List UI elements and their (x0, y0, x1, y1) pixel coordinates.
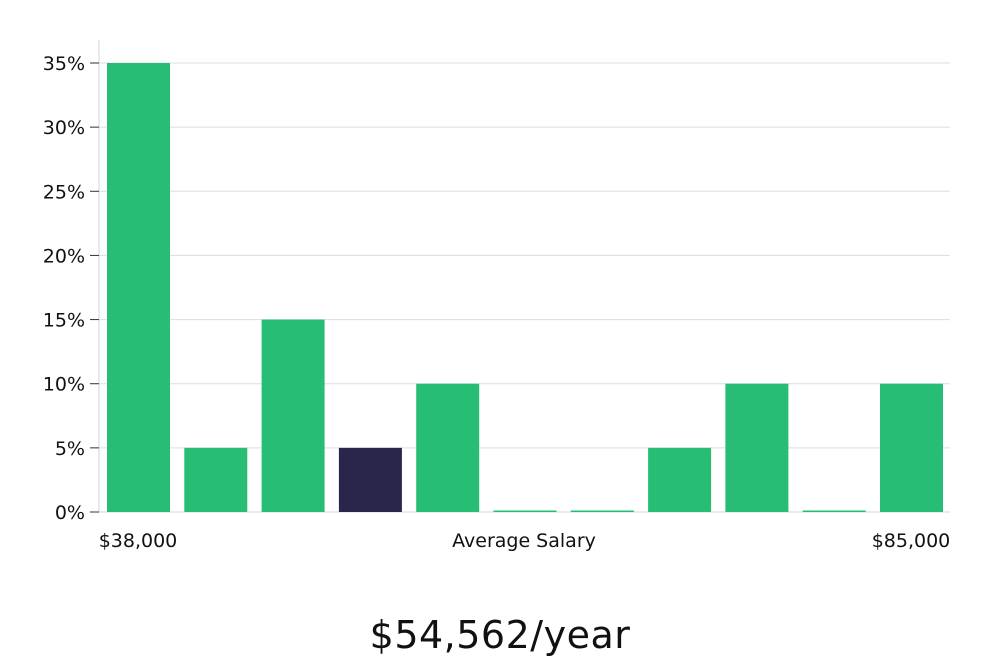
bars (107, 63, 943, 512)
bar-highlight (338, 447, 402, 512)
bar (261, 319, 325, 512)
bar (880, 383, 943, 512)
gridlines (99, 62, 950, 513)
y-tick-label: 15% (43, 310, 85, 332)
y-tick-label: 35% (43, 53, 85, 75)
y-tick-label: 10% (43, 374, 85, 396)
bar (570, 510, 634, 512)
y-tick-labels: 0% 5% 10% 15% 20% 25% 30% 35% (43, 53, 99, 524)
y-tick-label: 0% (55, 502, 85, 524)
average-salary-value: $54,562/year (370, 613, 631, 657)
bar (648, 447, 712, 512)
y-tick-label: 5% (55, 438, 85, 460)
bar (107, 63, 170, 512)
bar (725, 383, 789, 512)
y-tick-label: 20% (43, 245, 85, 267)
bar (184, 447, 248, 512)
bar (493, 510, 557, 512)
y-tick-label: 30% (43, 117, 85, 139)
x-axis-title: Average Salary (452, 530, 596, 552)
bar (802, 510, 866, 512)
x-start-label: $38,000 (99, 530, 178, 552)
bar (416, 383, 480, 512)
x-end-label: $85,000 (872, 530, 951, 552)
y-tick-label: 25% (43, 181, 85, 203)
x-axis-labels: $38,000 Average Salary $85,000 (99, 530, 951, 552)
